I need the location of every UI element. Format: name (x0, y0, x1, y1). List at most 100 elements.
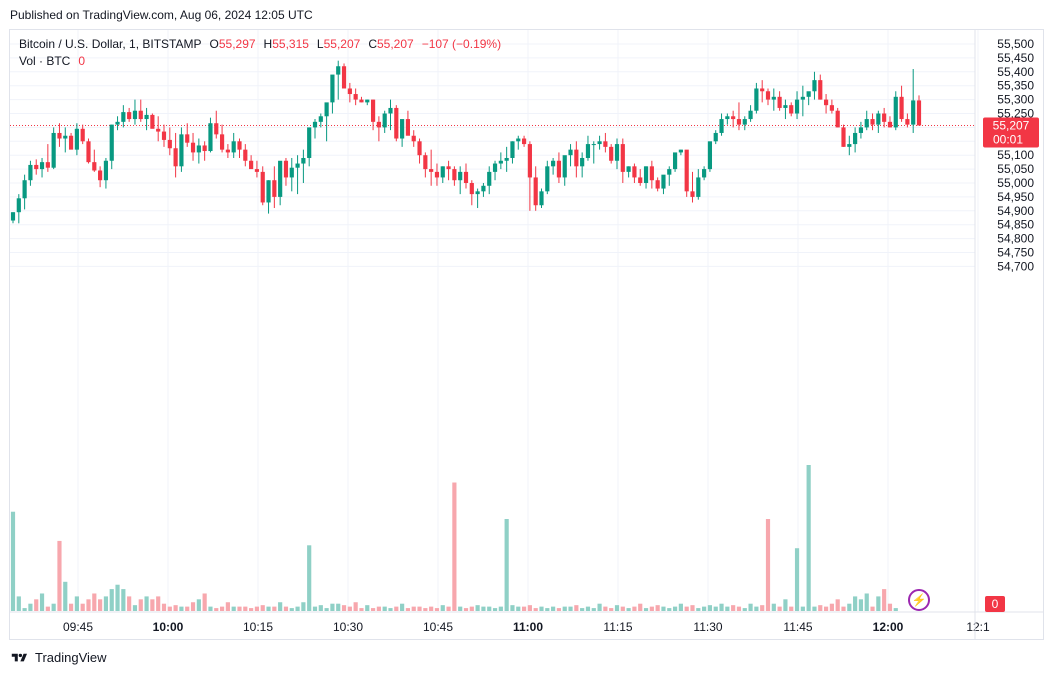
candle-body (765, 91, 771, 100)
candle-body (347, 88, 352, 95)
chart-frame[interactable] (9, 29, 1044, 640)
volume-label[interactable]: Vol · BTC (19, 54, 71, 68)
candle-body (783, 105, 788, 108)
candle-body (661, 174, 666, 189)
candle-body (702, 169, 707, 178)
volume-bar (330, 603, 335, 611)
volume-bar (783, 599, 788, 611)
volume-bar (341, 605, 347, 611)
volume-bar (10, 511, 16, 611)
change-value: −107 (−0.19%) (421, 37, 502, 51)
candle-body (614, 144, 620, 161)
volume-bar (812, 606, 817, 611)
candle-body (562, 155, 567, 178)
candle-body (771, 96, 776, 100)
candle-body (307, 127, 312, 158)
volume-bar (167, 606, 172, 611)
volume-bar (411, 606, 416, 611)
volume-bar (545, 608, 550, 611)
volume-bar (516, 606, 521, 611)
volume-bar (115, 584, 120, 611)
candle-body (225, 149, 230, 153)
volume-bar (748, 603, 753, 611)
volume-bar (853, 596, 858, 611)
candle-body (156, 128, 161, 132)
candle-body (289, 167, 294, 178)
candle-body (283, 160, 289, 178)
candle-body (219, 134, 225, 150)
volume-bar (521, 606, 527, 611)
volume-bar (806, 465, 811, 611)
candle-body (789, 105, 794, 114)
candle-body (16, 198, 21, 213)
candle-body (185, 134, 190, 143)
candle-body (655, 180, 660, 189)
candle-body (417, 141, 422, 156)
open-label: O (209, 37, 219, 51)
volume-badge (985, 596, 1005, 612)
volume-bar (301, 602, 306, 611)
volume-bar (39, 593, 45, 611)
volume-bar (887, 603, 893, 611)
volume-bar (643, 608, 649, 611)
candle-body (487, 171, 492, 186)
candle-body (278, 160, 283, 197)
symbol-title[interactable]: Bitcoin / U.S. Dollar, 1, BITSTAMP (19, 37, 202, 51)
x-axis-tick-label: 10:00 (153, 620, 184, 634)
volume-bar (580, 608, 585, 611)
volume-bar (405, 608, 411, 611)
candle-body (318, 116, 323, 122)
legend-volume-row: Vol · BTC 0 (19, 53, 509, 70)
volume-bar (231, 606, 236, 611)
close-label: C (368, 37, 377, 51)
lightning-icon[interactable]: ⚡ (908, 589, 930, 611)
candle-body (429, 169, 434, 172)
candle-body (742, 119, 747, 125)
candle-body (713, 132, 718, 142)
volume-bar (132, 605, 138, 611)
x-axis-tick-label: 12:1 (966, 620, 990, 634)
y-axis-tick-label: 54,700 (997, 259, 1034, 273)
volume-bar (696, 608, 701, 611)
candle-body (504, 157, 509, 161)
volume-bar (864, 593, 869, 611)
candle-body (423, 155, 428, 170)
volume-bar (603, 606, 608, 611)
candle-body (440, 166, 445, 178)
volume-bar (22, 608, 27, 611)
y-axis-tick-label: 55,250 (997, 107, 1034, 121)
candle-body (254, 169, 260, 172)
candle-body (492, 163, 498, 172)
volume-bar (318, 605, 323, 611)
volume-bar (219, 606, 225, 611)
candle-body (806, 91, 811, 97)
volume-bar (289, 608, 294, 611)
volume-bar (870, 606, 875, 611)
candle-body (10, 212, 16, 221)
candle-body (452, 169, 457, 181)
volume-bar (173, 605, 178, 611)
volume-bar (260, 605, 265, 611)
candle-body (521, 138, 527, 145)
candle-body (591, 144, 596, 146)
legend-ohlc-row: Bitcoin / U.S. Dollar, 1, BITSTAMP O 55,… (19, 36, 509, 53)
candle-body (667, 169, 672, 175)
footer-brand[interactable]: TradingView (10, 650, 107, 665)
volume-bar (28, 603, 33, 611)
low-label: L (316, 37, 324, 51)
candle-body (678, 149, 683, 153)
volume-bar (202, 593, 207, 611)
x-axis-tick-label: 11:00 (513, 620, 543, 634)
candle-body (876, 113, 881, 125)
volume-bar (423, 608, 428, 611)
candle-body (905, 119, 910, 125)
volume-bar (823, 606, 829, 611)
candle-body (132, 110, 138, 120)
candle-body (574, 149, 579, 167)
volume-bar (777, 606, 782, 611)
x-axis-tick-label: 10:15 (243, 620, 273, 634)
published-caption: Published on TradingView.com, Aug 06, 20… (10, 8, 313, 22)
candle-body (777, 96, 782, 108)
candle-body (121, 112, 126, 122)
